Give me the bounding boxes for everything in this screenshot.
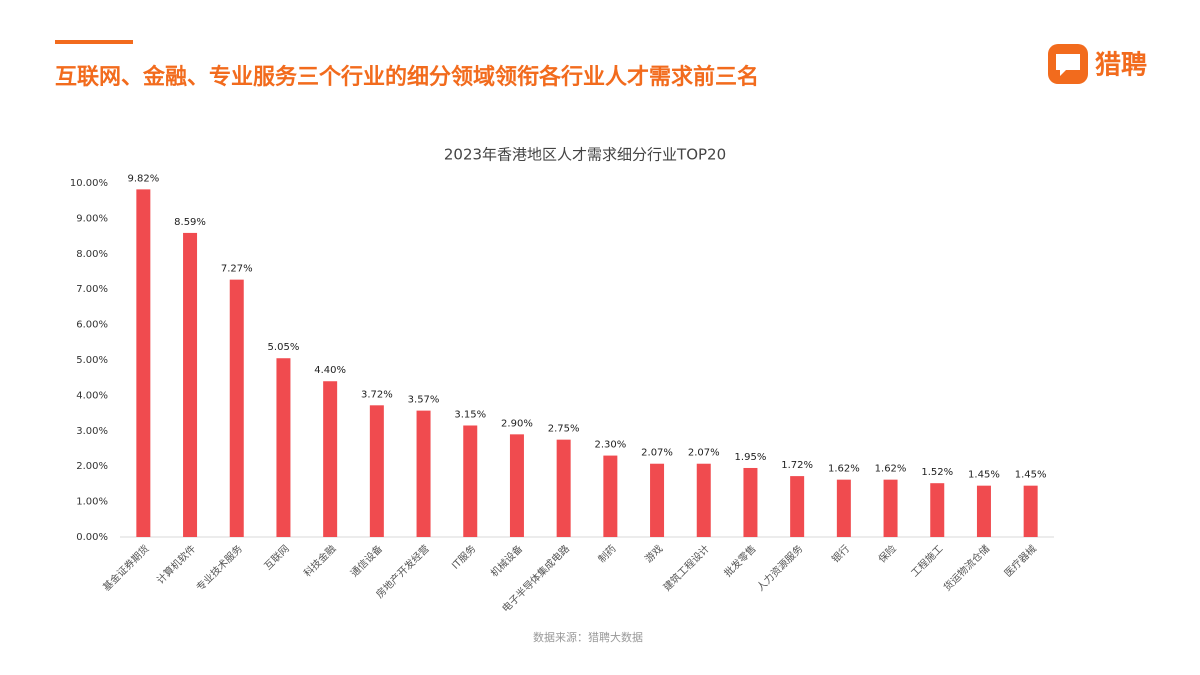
x-tick-label: 人力资源服务: [754, 542, 806, 594]
value-label: 1.95%: [735, 452, 767, 463]
bar: [976, 485, 991, 537]
bar: [603, 455, 618, 537]
bar: [369, 405, 384, 537]
value-label: 8.59%: [174, 217, 206, 228]
value-label: 3.72%: [361, 389, 393, 400]
logo-bubble: [1056, 54, 1080, 76]
logo: 猎聘: [1048, 44, 1147, 84]
y-tick-label: 3.00%: [76, 426, 108, 437]
x-tick-label: 保险: [875, 542, 898, 565]
x-tick-label: 游戏: [642, 542, 665, 565]
bar: [556, 439, 571, 537]
x-tick-label: 基金证券期货: [100, 542, 152, 594]
x-tick-label: 货运物流仓储: [941, 542, 993, 594]
x-tick-label: 机械设备: [488, 542, 525, 579]
bar: [1023, 485, 1038, 537]
y-tick-label: 6.00%: [76, 320, 108, 331]
bar: [416, 410, 431, 537]
y-tick-label: 10.00%: [70, 178, 108, 189]
bar: [323, 381, 338, 537]
y-tick-label: 7.00%: [76, 284, 108, 295]
value-label: 2.07%: [641, 448, 673, 459]
slide-title: 互联网、金融、专业服务三个行业的细分领域领衔各行业人才需求前三名: [55, 64, 759, 90]
bar: [743, 467, 758, 537]
x-tick-label: 通信设备: [348, 542, 385, 579]
x-tick-label: 银行: [829, 542, 852, 565]
logo-text: 猎聘: [1095, 51, 1147, 81]
y-tick-label: 0.00%: [76, 532, 108, 543]
x-tick-label: IT服务: [449, 542, 479, 572]
value-label: 2.75%: [548, 424, 580, 435]
accent-bar: [55, 40, 133, 44]
value-label: 1.45%: [968, 470, 1000, 481]
y-tick-label: 1.00%: [76, 497, 108, 508]
value-label: 2.90%: [501, 418, 533, 429]
bar: [790, 476, 805, 537]
x-tick-label: 专业技术服务: [193, 542, 245, 594]
value-label: 3.15%: [454, 409, 486, 420]
x-tick-label: 工程施工: [908, 542, 945, 579]
chart-title: 2023年香港地区人才需求细分行业TOP20: [444, 146, 726, 164]
value-label: 1.72%: [781, 460, 813, 471]
value-label: 4.40%: [314, 365, 346, 376]
x-tick-label: 医疗器械: [1001, 542, 1038, 579]
x-tick-label: 科技金融: [301, 542, 338, 579]
bar: [463, 425, 478, 537]
value-label: 9.82%: [127, 173, 159, 184]
value-label: 2.07%: [688, 448, 720, 459]
y-tick-label: 9.00%: [76, 213, 108, 224]
value-label: 5.05%: [268, 342, 300, 353]
bar: [136, 189, 151, 537]
bar: [883, 479, 898, 537]
bar: [509, 434, 524, 537]
bar: [276, 358, 291, 537]
value-label: 3.57%: [408, 395, 440, 406]
value-label: 2.30%: [594, 440, 626, 451]
x-tick-label: 制药: [595, 542, 618, 565]
value-label: 1.45%: [1015, 470, 1047, 481]
bar: [650, 463, 665, 537]
y-tick-label: 8.00%: [76, 249, 108, 260]
y-tick-label: 2.00%: [76, 461, 108, 472]
value-label: 1.62%: [828, 464, 860, 475]
bar: [836, 479, 851, 537]
bar: [229, 279, 244, 537]
bar: [183, 232, 198, 537]
bar: [696, 463, 711, 537]
x-tick-label: 互联网: [262, 543, 292, 573]
bar: [930, 483, 945, 537]
x-tick-label: 批发零售: [721, 542, 758, 579]
x-tick-label: 建筑工程设计: [660, 542, 712, 594]
value-label: 7.27%: [221, 264, 253, 275]
source-note: 数据来源：猎聘大数据: [533, 630, 643, 644]
y-tick-label: 5.00%: [76, 355, 108, 366]
value-label: 1.62%: [875, 464, 907, 475]
x-tick-label: 计算机软件: [154, 542, 199, 587]
value-label: 1.52%: [921, 467, 953, 478]
y-tick-label: 4.00%: [76, 390, 108, 401]
